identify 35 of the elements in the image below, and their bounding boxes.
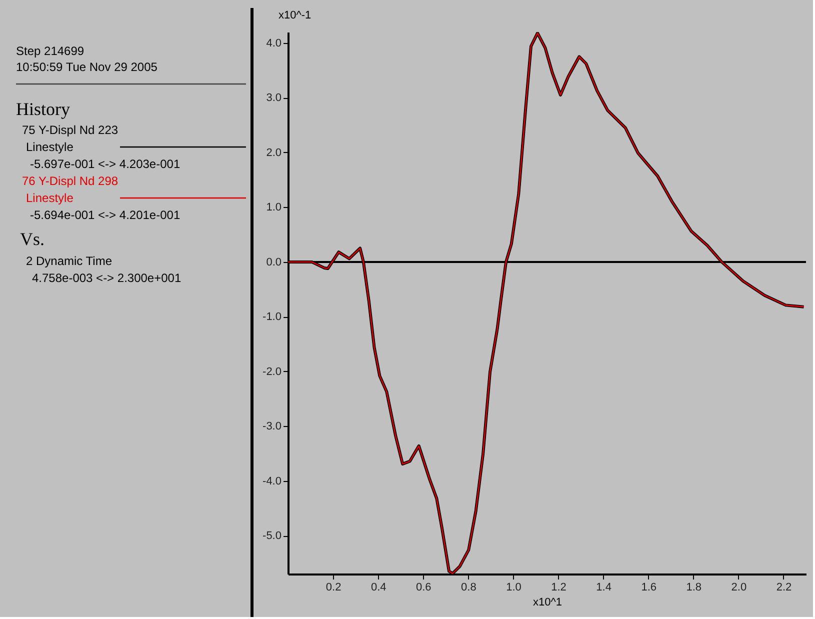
text: 2 Dynamic Time <box>26 254 112 268</box>
y-tick-label: 2.0 <box>266 146 282 159</box>
y-axis-title: x10^-1 <box>278 10 312 22</box>
x-tick-label: 1.0 <box>506 582 522 594</box>
y-tick-label: 0.0 <box>266 256 282 268</box>
y-tick-label: 1.0 <box>266 202 282 214</box>
text: Vs. <box>20 229 45 249</box>
legend-title: History <box>16 99 70 119</box>
x-tick-label: 1.4 <box>596 582 612 594</box>
x-tick-label: 2.2 <box>776 582 792 594</box>
y-tick-label: -5.0 <box>262 530 282 542</box>
text: Linestyle <box>26 140 74 154</box>
text: 76 Y-Displ Nd 298 <box>22 174 118 188</box>
y-tick-label: -2.0 <box>262 366 282 378</box>
x-tick-label: 0.2 <box>326 582 342 594</box>
x-tick-label: 1.8 <box>686 582 702 594</box>
x-tick-label: 2.0 <box>731 582 747 594</box>
text: 75 Y-Displ Nd 223 <box>22 123 118 137</box>
text: 10:50:59 Tue Nov 29 2005 <box>16 60 158 74</box>
y-tick-label: 3.0 <box>266 92 282 104</box>
y-tick-label: -4.0 <box>262 475 282 488</box>
text: 4.758e-003 <-> 2.300e+001 <box>32 271 182 285</box>
text: Linestyle <box>26 191 74 205</box>
x-tick-label: 1.2 <box>551 582 566 594</box>
x-tick-label: 0.8 <box>461 582 476 594</box>
text: -5.697e-001 <-> 4.203e-001 <box>30 157 180 171</box>
x-tick-label: 0.4 <box>370 582 386 594</box>
x-tick-label: 1.6 <box>641 582 656 594</box>
y-tick-label: -1.0 <box>262 311 282 324</box>
x-axis-title: x10^1 <box>532 596 562 608</box>
y-tick-label: 4.0 <box>266 37 282 50</box>
text: -5.694e-001 <-> 4.201e-001 <box>30 208 180 222</box>
x-tick-label: 0.6 <box>416 582 432 594</box>
y-tick-label: -3.0 <box>262 420 282 433</box>
text: Step 214699 <box>16 44 84 58</box>
